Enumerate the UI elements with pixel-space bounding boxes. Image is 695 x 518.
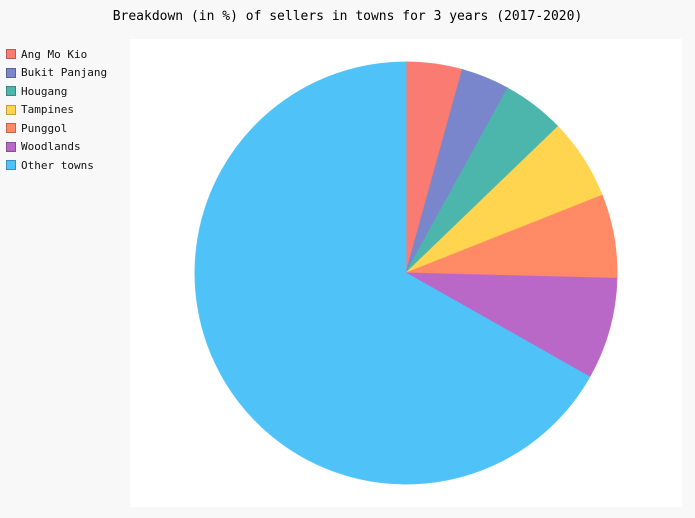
legend-swatch [6,123,16,134]
legend-swatch [6,141,16,152]
legend-item[interactable]: Tampines [6,101,107,120]
legend-item[interactable]: Ang Mo Kio [6,45,107,64]
legend-item[interactable]: Bukit Panjang [6,64,107,83]
pie-slice[interactable] [194,61,591,485]
legend-label: Tampines [21,103,74,117]
legend-item[interactable]: Hougang [6,82,107,101]
legend-swatch [6,67,16,78]
chart-title: Breakdown (in %) of sellers in towns for… [112,9,583,24]
legend-swatch [6,160,16,171]
legend-item[interactable]: Woodlands [6,138,107,157]
legend-label: Woodlands [21,140,81,154]
legend-label: Punggol [21,121,68,135]
legend-label: Bukit Panjang [21,66,108,80]
legend-item[interactable]: Punggol [6,119,107,138]
legend-label: Hougang [21,84,68,98]
legend-swatch [6,104,16,115]
legend-swatch [6,49,16,60]
legend: Ang Mo Kio Bukit Panjang Hougang Tampines Pu… [6,45,107,175]
legend-label: Other towns [21,158,94,172]
legend-swatch [6,86,16,97]
legend-item[interactable]: Other towns [6,156,107,175]
legend-label: Ang Mo Kio [21,47,88,61]
pie-slice[interactable] [405,272,618,378]
